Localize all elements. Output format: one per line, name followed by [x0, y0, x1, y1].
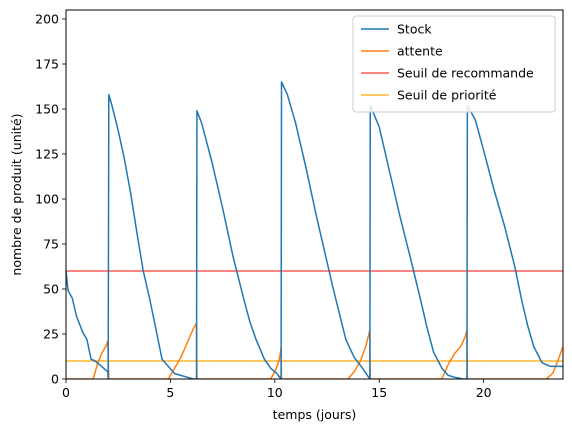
y-axis: 0 25 50 75 100 125 150 175 200	[35, 12, 66, 387]
y-tick-label: 50	[43, 282, 59, 297]
legend-label: Seuil de recommande	[397, 66, 534, 81]
x-tick-label: 15	[371, 385, 387, 400]
legend: Stock attente Seuil de recommande Seuil de …	[352, 15, 556, 113]
y-tick-label: 0	[51, 372, 59, 387]
plot-frame	[65, 9, 564, 380]
x-tick-label: 0	[62, 385, 70, 400]
x-axis: 0 5 10 15 20	[62, 379, 492, 400]
legend-label: Seuil de priorité	[397, 88, 497, 103]
y-tick-label: 200	[35, 12, 59, 27]
legend-label: attente	[397, 44, 443, 59]
y-tick-label: 100	[35, 192, 59, 207]
x-tick-label: 5	[166, 385, 174, 400]
y-tick-label: 175	[35, 57, 59, 72]
y-tick-label: 150	[35, 102, 59, 117]
y-tick-label: 75	[43, 237, 59, 252]
x-tick-label: 10	[267, 385, 283, 400]
y-tick-label: 125	[35, 147, 59, 162]
series-layer	[66, 81, 563, 379]
series-line-0	[66, 81, 563, 379]
y-tick-label: 25	[43, 327, 59, 342]
y-axis-title: nombre de produit (unité)	[9, 113, 24, 275]
x-tick-label: 20	[476, 385, 492, 400]
x-axis-title: temps (jours)	[273, 407, 357, 422]
legend-label: Stock	[397, 22, 432, 37]
legend-box	[352, 15, 556, 113]
